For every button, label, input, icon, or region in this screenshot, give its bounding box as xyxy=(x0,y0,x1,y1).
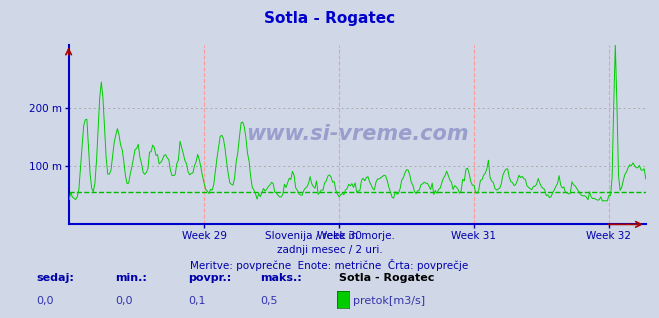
Text: 0,5: 0,5 xyxy=(260,296,278,306)
Text: povpr.:: povpr.: xyxy=(188,273,231,283)
Text: 0,1: 0,1 xyxy=(188,296,206,306)
Text: pretok[m3/s]: pretok[m3/s] xyxy=(353,296,425,306)
Text: Slovenija / reke in morje.: Slovenija / reke in morje. xyxy=(264,231,395,240)
Text: 0,0: 0,0 xyxy=(115,296,133,306)
Text: min.:: min.: xyxy=(115,273,147,283)
Text: Meritve: povprečne  Enote: metrične  Črta: povprečje: Meritve: povprečne Enote: metrične Črta:… xyxy=(190,259,469,271)
Text: www.si-vreme.com: www.si-vreme.com xyxy=(246,124,469,144)
Text: 0,0: 0,0 xyxy=(36,296,54,306)
Text: zadnji mesec / 2 uri.: zadnji mesec / 2 uri. xyxy=(277,245,382,255)
Text: Sotla - Rogatec: Sotla - Rogatec xyxy=(339,273,435,283)
Text: maks.:: maks.: xyxy=(260,273,302,283)
Text: Sotla - Rogatec: Sotla - Rogatec xyxy=(264,11,395,26)
Text: sedaj:: sedaj: xyxy=(36,273,74,283)
